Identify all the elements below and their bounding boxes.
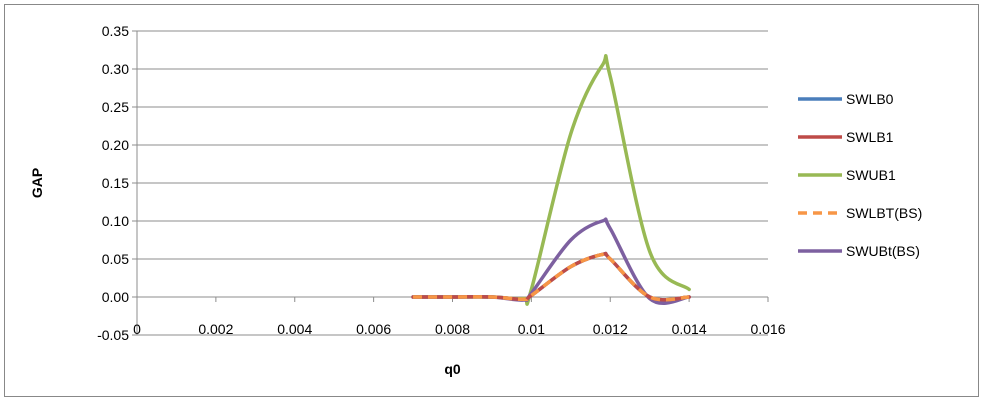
- series-line-swlb0: [411, 251, 691, 302]
- y-tick-label: 0.10: [102, 213, 129, 229]
- series-line-swubt-bs: [411, 217, 691, 305]
- x-tick-label: 0.01: [518, 321, 545, 337]
- legend-label: SWLBT(BS): [846, 205, 922, 221]
- legend-label: SWLB0: [846, 91, 894, 107]
- legend-label: SWUB1: [846, 167, 896, 183]
- y-tick-label: 0.20: [102, 137, 129, 153]
- x-axis-title: q0: [444, 361, 461, 377]
- y-tick-label: 0.05: [102, 251, 129, 267]
- x-tick-label: 0.014: [672, 321, 707, 337]
- x-tick-label: 0.012: [593, 321, 628, 337]
- y-tick-label: 0.30: [102, 61, 129, 77]
- y-tick-label: 0.35: [102, 23, 129, 39]
- x-tick-label: 0.002: [198, 321, 233, 337]
- x-tick-label: 0.006: [356, 321, 391, 337]
- gridlines: [132, 30, 769, 336]
- y-tick-label: -0.05: [97, 327, 129, 343]
- series-lines: [411, 53, 691, 306]
- tick-labels: -0.05 0.00 0.05 0.10 0.15 0.20 0.25 0.30 0.35 0 0.…: [97, 23, 786, 343]
- y-axis-title: GAP: [29, 168, 45, 198]
- x-tick-label: 0.016: [750, 321, 785, 337]
- y-tick-label: 0.15: [102, 175, 129, 191]
- x-tick-label: 0.004: [277, 321, 312, 337]
- y-tick-label: 0.25: [102, 99, 129, 115]
- y-tick-label: 0.00: [102, 289, 129, 305]
- x-tick-label: 0.008: [435, 321, 470, 337]
- series-line-swlbt-bs: [413, 251, 690, 302]
- legend-label: SWUBt(BS): [846, 243, 920, 259]
- legend: SWLB0 SWLB1 SWUB1 SWLBT(BS) SWUBt(BS): [798, 91, 922, 259]
- series-line-swlb1: [411, 251, 691, 302]
- x-tick-label: 0: [133, 321, 141, 337]
- legend-label: SWLB1: [846, 129, 894, 145]
